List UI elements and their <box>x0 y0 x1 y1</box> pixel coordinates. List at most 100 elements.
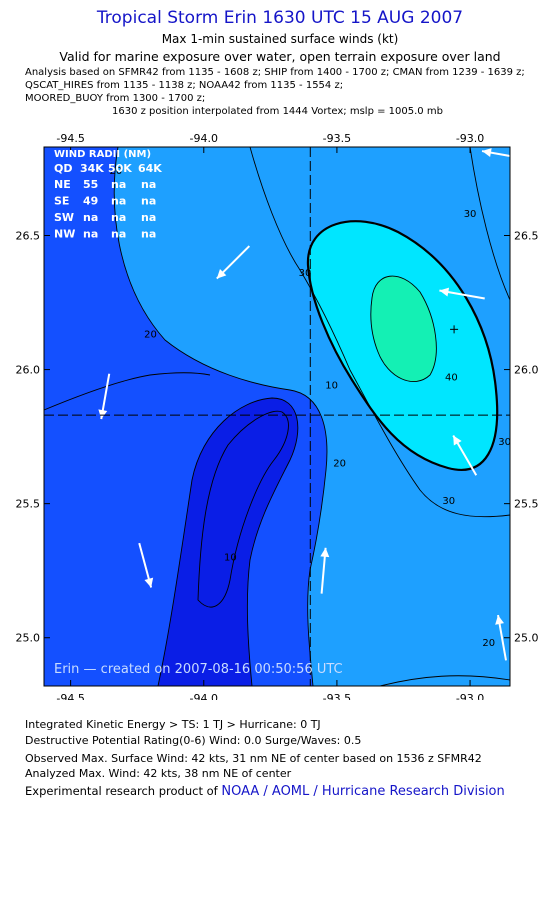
wind-radii-cell-1-0: SE <box>54 195 69 208</box>
wind-arrow-3 <box>439 287 485 300</box>
x-tick-1: -94.0 -94.0 <box>190 132 218 700</box>
wind-radii-row-sw: SW na na na <box>54 211 156 224</box>
x-tick-0: -94.5 -94.5 <box>56 132 84 700</box>
band-gt40 <box>370 276 437 382</box>
wind-radii-col-2: 50K <box>108 162 132 175</box>
observed-max-wind: Observed Max. Surface Wind: 42 kts, 31 n… <box>25 752 482 765</box>
wind-radii-cell-2-1: na <box>83 211 98 224</box>
y-tick-label-right-1: 26.0 <box>514 364 539 377</box>
wind-arrow-0 <box>481 148 510 158</box>
y-tick-label-right-0: 26.5 <box>514 229 539 242</box>
wind-radii-cell-3-0: NW <box>54 228 75 241</box>
wind-radii-row-ne: NE 55 na na <box>54 178 156 191</box>
x-tick-label-bottom-0: -94.5 <box>56 692 84 700</box>
analysis-sources-line-2: QSCAT_HIRES from 1135 - 1138 z; NOAA42 f… <box>25 80 344 91</box>
wind-radii-cell-3-3: na <box>141 228 156 241</box>
wind-radii-cell-0-1: 55 <box>83 178 98 191</box>
x-tick-label-bottom-2: -93.5 <box>323 692 351 700</box>
x-tick-label-top-3: -93.0 <box>456 132 484 145</box>
wind-arrows <box>98 148 510 661</box>
x-tick-label-top-2: -93.5 <box>323 132 351 145</box>
wind-radii-col-1: 34K <box>80 162 104 175</box>
contour-line-30-east <box>469 147 510 301</box>
contour-label-30-6: 30 <box>299 268 312 279</box>
contour-label-30-7: 30 <box>464 209 477 220</box>
wind-arrow-2 <box>98 373 111 420</box>
wind-radii-cell-2-3: na <box>141 211 156 224</box>
analysis-sources-line-1: Analysis based on SFMR42 from 1135 - 160… <box>25 67 525 78</box>
wind-radii-header: WIND RADII (NM) <box>54 149 151 160</box>
y-tick-label-right-3: 25.0 <box>514 632 539 645</box>
y-tick-label-right-2: 25.5 <box>514 498 539 511</box>
wind-radii-cell-2-0: SW <box>54 211 74 224</box>
chart-subtitle-exposure: Valid for marine exposure over water, op… <box>59 49 501 64</box>
y-tick-1: 26.0 26.0 <box>16 364 539 377</box>
contour-line-40 <box>306 220 499 471</box>
y-tick-0: 26.5 26.5 <box>16 229 539 242</box>
y-tick-3: 25.0 25.0 <box>16 632 539 645</box>
x-tick-label-top-0: -94.5 <box>56 132 84 145</box>
contour-line-10 <box>157 397 299 686</box>
wind-radii-row-se: SE 49 na na <box>54 195 156 208</box>
x-tick-3: -93.0 -93.0 <box>456 132 484 700</box>
contour-labels: 10 10 20 20 20 20 30 30 30 30 40 <box>110 166 511 649</box>
ike-line: Integrated Kinetic Energy > TS: 1 TJ > H… <box>25 718 321 731</box>
x-tick-label-top-1: -94.0 <box>190 132 218 145</box>
wind-radii-cell-1-1: 49 <box>83 195 98 208</box>
x-tick-label-bottom-1: -94.0 <box>190 692 218 700</box>
wind-radii-cell-2-2: na <box>111 211 126 224</box>
wind-radii-cell-0-0: NE <box>54 178 71 191</box>
y-tick-label-left-2: 25.5 <box>16 498 41 511</box>
wind-radii-cell-0-3: na <box>141 178 156 191</box>
contour-line-20-west <box>44 372 211 411</box>
wind-radii-row-nw: NW na na na <box>54 228 156 241</box>
wind-radii-cell-1-3: na <box>141 195 156 208</box>
y-tick-label-left-0: 26.5 <box>16 229 41 242</box>
y-tick-label-left-1: 26.0 <box>16 364 41 377</box>
wind-arrow-5 <box>138 542 154 588</box>
contour-label-20-2: 20 <box>144 330 157 341</box>
x-tick-2: -93.5 -93.5 <box>323 132 351 700</box>
contour-line-40-inner <box>370 275 437 382</box>
band-10-20 <box>44 147 327 686</box>
wind-arrow-6 <box>320 547 330 594</box>
wind-arrow-4 <box>452 434 478 476</box>
noaa-link[interactable]: NOAA / AOML / Hurricane Research Divisio… <box>221 784 505 799</box>
contour-label-30-9: 30 <box>498 437 511 448</box>
contour-label-30-8: 30 <box>442 496 455 507</box>
contour-label-20-5: 20 <box>482 638 495 649</box>
contour-line-20 <box>113 147 328 686</box>
wind-radii-columns: QD 34K 50K 64K <box>54 162 162 175</box>
contour-label-20-4: 20 <box>110 166 123 177</box>
chart-subtitle-units: Max 1-min sustained surface winds (kt) <box>161 32 399 46</box>
contour-label-40-10: 40 <box>445 373 458 384</box>
contour-line-30-main <box>249 147 510 518</box>
wind-radii-cell-0-2: na <box>111 178 126 191</box>
experimental-prefix: Experimental research product of <box>25 784 222 798</box>
position-note: 1630 z position interpolated from 1444 V… <box>112 106 443 117</box>
contour-line-10-inner <box>197 410 289 608</box>
wind-radii-cell-3-2: na <box>111 228 126 241</box>
wind-radii-col-0: QD <box>54 162 72 175</box>
axis-ticks: -94.5-94.5-94.0-94.0-93.5-93.5-93.0-93.0… <box>16 132 539 700</box>
contour-label-10-0: 10 <box>224 552 237 563</box>
wind-arrow-7 <box>495 614 507 661</box>
dpr-line: Destructive Potential Rating(0-6) Wind: … <box>25 734 362 747</box>
contour-label-20-3: 20 <box>333 458 346 469</box>
created-label: Erin — created on 2007-08-16 00:50:56 UT… <box>54 662 343 677</box>
wind-arrow-1 <box>216 245 251 280</box>
chart-title: Tropical Storm Erin 1630 UTC 15 AUG 2007 <box>96 8 464 28</box>
contour-label-10-1: 10 <box>325 381 338 392</box>
contour-line-20-se <box>379 675 510 686</box>
analysis-sources-line-3: MOORED_BUOY from 1300 - 1700 z; <box>25 93 206 104</box>
x-tick-label-bottom-3: -93.0 <box>456 692 484 700</box>
wind-radii-cell-3-1: na <box>83 228 98 241</box>
plot-frame <box>43 146 511 687</box>
contour-fill-group: 10 10 20 20 20 20 30 30 30 30 40 <box>44 147 511 686</box>
band-lt10 <box>158 398 298 686</box>
experimental-note: Experimental research product of NOAA / … <box>25 784 505 799</box>
y-tick-label-left-3: 25.0 <box>16 632 41 645</box>
analyzed-max-wind: Analyzed Max. Wind: 42 kts, 38 nm NE of … <box>25 767 292 780</box>
